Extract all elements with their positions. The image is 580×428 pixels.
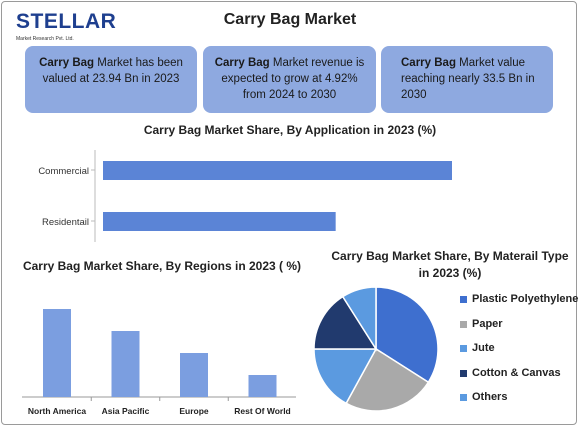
- highlight-box-growth: Carry Bag Market revenue is expected to …: [203, 46, 376, 113]
- legend-swatch: [460, 394, 467, 401]
- regions-bar: [43, 309, 71, 397]
- highlight-text: Market revenue is expected to grow at 4.…: [221, 57, 365, 101]
- application-bar: [103, 212, 336, 231]
- highlight-bold: Carry Bag: [401, 57, 456, 69]
- pie-slice: [345, 347, 430, 412]
- regions-category-label: North America: [28, 406, 87, 416]
- logo-subtext: Market Research Pvt. Ltd.: [16, 36, 74, 42]
- application-bar: [103, 161, 452, 180]
- logo: STELLAR Market Research Pvt. Ltd.: [6, 8, 116, 42]
- legend-swatch: [460, 369, 467, 377]
- pie-slice: [313, 348, 378, 405]
- legend-swatch: [460, 345, 467, 352]
- legend-swatch: [460, 320, 467, 328]
- highlight-bold: Carry Bag: [214, 57, 270, 69]
- highlight-text: Market has been valued at 23.94 Bn in 20…: [42, 57, 183, 85]
- material-chart-title: Carry Bag Market Share, By Materail Type…: [331, 249, 569, 280]
- application-bar-chart: Commercial Residentail: [38, 150, 452, 242]
- highlight-bold: Carry Bag: [39, 57, 95, 69]
- page-title: Carry Bag Market: [223, 11, 357, 28]
- legend-label: Cotton & Canvas: [472, 366, 561, 379]
- legend-label: Plastic Polyethylene: [472, 293, 579, 305]
- regions-bar: [248, 375, 277, 397]
- regions-category-label: Rest Of World: [234, 406, 291, 416]
- regions-category-label: Europe: [179, 406, 209, 416]
- legend-label: Paper: [472, 317, 503, 330]
- legend-label: Others: [472, 391, 508, 403]
- pie-slice: [313, 295, 378, 350]
- legend-swatch: [460, 296, 467, 303]
- regions-chart-title: Carry Bag Market Share, By Regions in 20…: [22, 259, 302, 273]
- regions-category-label: Asia Pacific: [102, 406, 150, 416]
- regions-bar: [180, 353, 208, 397]
- pie-slice: [341, 286, 377, 352]
- highlight-box-forecast: Carry Bag Market value reaching nearly 3…: [381, 46, 553, 113]
- regions-bar: [111, 331, 140, 397]
- application-category-label: Residentail: [42, 217, 89, 228]
- legend-label: Jute: [472, 342, 495, 354]
- application-chart-title: Carry Bag Market Share, By Application i…: [143, 123, 437, 137]
- regions-bar-chart: North America Asia Pacific Europe Rest Of W…: [22, 309, 296, 416]
- material-pie-chart: [313, 286, 439, 412]
- application-category-label: Commercial: [38, 166, 89, 177]
- highlight-box-valuation: Carry Bag Market has been valued at 23.9…: [25, 46, 197, 113]
- logo-text: STELLAR: [16, 10, 117, 33]
- highlight-text: Market value reaching nearly 33.5 Bn in …: [401, 57, 535, 101]
